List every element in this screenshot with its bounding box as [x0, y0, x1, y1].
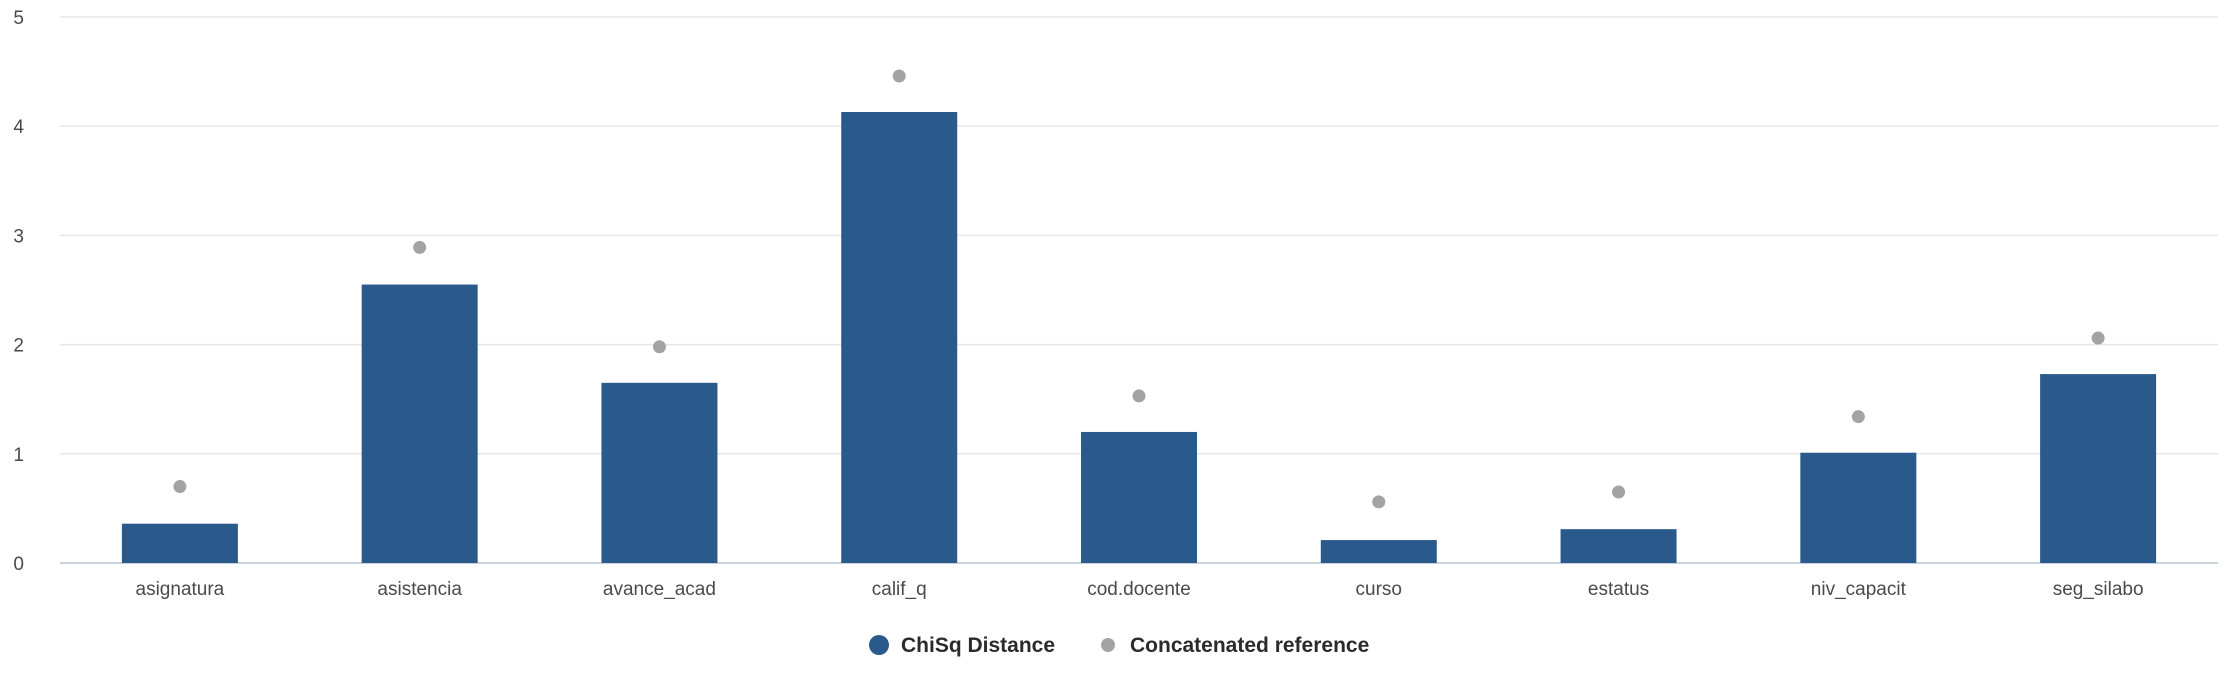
bar-series [121, 112, 2157, 563]
bar-calif_q[interactable] [841, 112, 958, 563]
point-niv_capacit[interactable] [1851, 410, 1865, 424]
x-tick-label: calif_q [872, 579, 927, 600]
bar-curso[interactable] [1320, 540, 1437, 563]
x-tick-label: niv_capacit [1811, 579, 1907, 600]
bar-avance_acad[interactable] [601, 382, 718, 563]
legend-item-concatenated-reference[interactable]: Concatenated reference [1101, 634, 1369, 657]
point-calif_q[interactable] [892, 69, 906, 83]
x-tick-label: cod.docente [1087, 579, 1191, 600]
y-axis-ticks: 0 1 2 3 4 5 [13, 8, 24, 575]
y-tick-label: 5 [13, 8, 24, 29]
legend-marker-chisq-distance [869, 635, 889, 655]
legend-item-chisq-distance[interactable]: ChiSq Distance [869, 634, 1055, 657]
point-asistencia[interactable] [413, 240, 427, 254]
bar-estatus[interactable] [1560, 529, 1677, 563]
bar-asistencia[interactable] [361, 284, 478, 563]
point-seg_silabo[interactable] [2091, 331, 2105, 345]
y-tick-label: 0 [13, 554, 24, 575]
bar-seg_silabo[interactable] [2040, 374, 2157, 563]
x-tick-label: asignatura [136, 579, 225, 600]
y-tick-label: 2 [13, 336, 24, 357]
point-curso[interactable] [1372, 495, 1386, 509]
bar-niv_capacit[interactable] [1800, 452, 1917, 563]
y-tick-label: 1 [13, 445, 24, 466]
x-tick-label: seg_silabo [2053, 579, 2144, 600]
point-cod.docente[interactable] [1132, 389, 1146, 403]
legend-label: ChiSq Distance [901, 634, 1055, 657]
bar-cod.docente[interactable] [1081, 431, 1197, 563]
point-avance_acad[interactable] [652, 340, 666, 354]
y-tick-label: 3 [13, 226, 24, 247]
legend[interactable]: ChiSq Distance Concatenated reference [869, 634, 1369, 657]
legend-label: Concatenated reference [1130, 634, 1369, 657]
scatter-series [173, 69, 2105, 509]
point-estatus[interactable] [1612, 485, 1626, 499]
x-axis-ticks: asignatura asistencia avance_acad calif_q co… [136, 579, 2144, 600]
legend-marker-concatenated-reference [1101, 638, 1115, 652]
x-tick-label: avance_acad [603, 579, 716, 600]
point-asignatura[interactable] [173, 480, 187, 494]
x-tick-label: curso [1356, 579, 1402, 600]
y-tick-label: 4 [13, 117, 24, 138]
x-tick-label: estatus [1588, 579, 1649, 600]
bar-asignatura[interactable] [121, 523, 238, 563]
x-tick-label: asistencia [377, 579, 462, 600]
